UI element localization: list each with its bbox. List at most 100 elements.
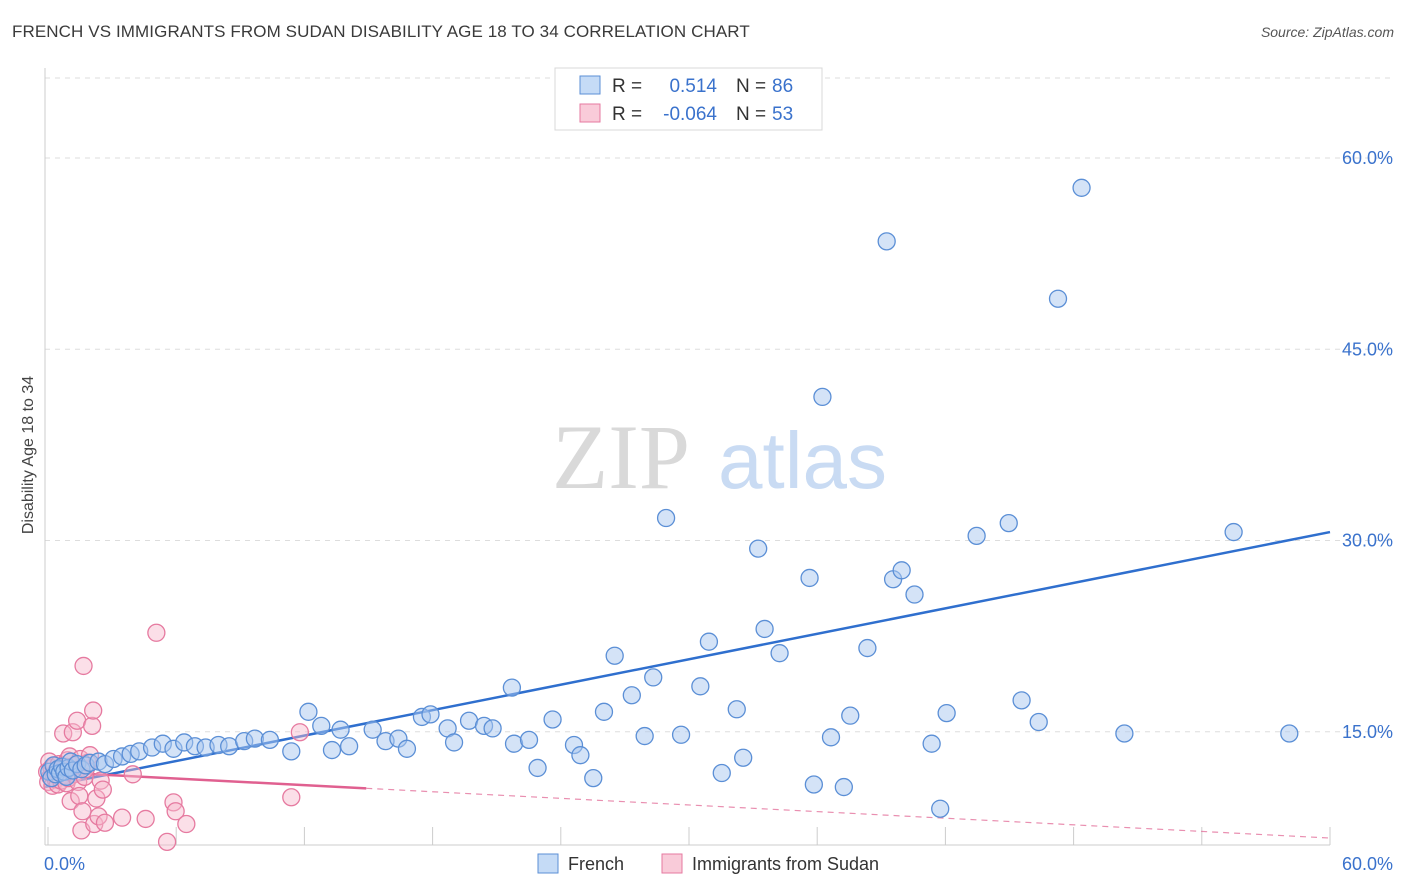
french-point-61 (635, 726, 654, 746)
french-point-32 (260, 730, 280, 750)
french-point-74 (804, 775, 824, 794)
legend-r-label-french: R = (612, 76, 642, 97)
french-point-76 (821, 728, 841, 747)
y-tick-label-0: 15.0% (1342, 722, 1393, 742)
sudan-point-15 (54, 724, 73, 743)
trend-line-sudan-dashed (366, 787, 1331, 839)
french-point-53 (528, 758, 547, 778)
french-point-80 (877, 232, 896, 251)
french-point-37 (331, 720, 350, 739)
legend-r-label-sudan: R = (612, 104, 642, 125)
french-point-87 (967, 526, 986, 546)
french-point-46 (444, 733, 464, 752)
french-point-66 (699, 632, 719, 651)
legend-n-label-french: N = (736, 76, 766, 97)
french-point-93 (1115, 724, 1134, 743)
sudan-point-44 (93, 780, 112, 799)
grid-lines (45, 77, 1390, 733)
french-point-84 (922, 734, 941, 753)
source-label: Source: ZipAtlas.com (1260, 24, 1394, 40)
sudan-point-52 (166, 802, 185, 821)
french-point-86 (937, 703, 956, 723)
french-point-94 (1224, 522, 1243, 542)
french-point-64 (671, 725, 691, 744)
french-point-57 (584, 768, 603, 788)
french-point-36 (322, 740, 342, 760)
french-point-51 (504, 734, 524, 753)
x-tick-label-max: 60.0% (1342, 854, 1393, 874)
french-point-70 (749, 539, 768, 558)
watermark-atlas: atlas (718, 416, 887, 505)
french-point-95 (1280, 724, 1299, 743)
y-tick-labels: 15.0% 30.0% 45.0% 60.0% (1342, 148, 1393, 742)
french-point-72 (770, 644, 789, 663)
x-tick-labels: 0.0% 60.0% (44, 854, 1393, 874)
y-tick-label-3: 60.0% (1342, 148, 1393, 168)
french-point-38 (339, 737, 359, 756)
axes (44, 68, 1331, 846)
sudan-point-45 (95, 813, 115, 832)
french-point-73 (800, 568, 819, 588)
french-point-90 (1029, 712, 1048, 732)
french-point-59 (605, 646, 624, 665)
french-point-39 (363, 720, 382, 739)
trend-line-sudan (44, 770, 367, 790)
legend-r-value-sudan: -0.064 (663, 104, 717, 125)
sudan-point-54 (282, 788, 301, 807)
series-legend: French Immigrants from Sudan (537, 853, 879, 874)
sudan-point-38 (82, 716, 102, 735)
sudan-point-53 (177, 814, 196, 834)
bottom-legend-label-sudan: Immigrants from Sudan (692, 854, 879, 874)
sudan-point-46 (112, 808, 132, 827)
sudan-point-39 (84, 701, 103, 720)
french-point-58 (594, 702, 614, 721)
sudan-point-55 (290, 723, 310, 742)
french-point-63 (656, 508, 676, 528)
french-point-62 (644, 668, 663, 687)
legend-n-value-sudan: 53 (772, 104, 793, 125)
french-point-56 (571, 746, 590, 765)
french-point-92 (1072, 178, 1091, 197)
y-tick-label-1: 30.0% (1342, 531, 1393, 551)
french-point-77 (834, 777, 853, 797)
watermark-zip: ZIP (552, 406, 690, 508)
legend-n-value-french: 86 (772, 76, 793, 97)
legend-swatch-french (579, 75, 601, 95)
french-point-75 (813, 387, 832, 407)
french-point-91 (1048, 289, 1068, 308)
x-tick-label-min: 0.0% (44, 854, 85, 874)
y-axis-label: Disability Age 18 to 34 (20, 376, 37, 534)
french-point-85 (931, 799, 950, 818)
sudan-point-48 (136, 809, 155, 829)
french-point-69 (734, 748, 753, 767)
bottom-legend-swatch-sudan (661, 853, 683, 874)
french-point-54 (543, 710, 562, 729)
french-point-67 (712, 763, 731, 783)
bottom-legend-label-french: French (568, 854, 624, 874)
chart-title: FRENCH VS IMMIGRANTS FROM SUDAN DISABILI… (12, 22, 750, 41)
french-point-44 (421, 705, 440, 724)
french-point-89 (1012, 691, 1031, 710)
sudan-point-41 (87, 789, 106, 808)
bottom-legend-swatch-french (537, 853, 559, 874)
french-point-71 (755, 619, 774, 639)
french-point-88 (999, 513, 1018, 533)
french-point-83 (905, 585, 924, 604)
french-point-33 (282, 742, 301, 761)
french-point-42 (397, 739, 417, 758)
stats-legend: R = 0.514 N = 86 R = -0.064 N = 53 (554, 67, 823, 131)
sudan-point-22 (61, 791, 80, 811)
sudan-point-29 (70, 786, 89, 806)
sudan-point-24 (63, 723, 82, 742)
french-point-82 (892, 561, 911, 580)
sudan-point-47 (123, 765, 142, 784)
y-tick-label-2: 45.0% (1342, 339, 1393, 359)
french-point-60 (622, 686, 641, 705)
sudan-point-49 (147, 623, 166, 642)
sudan-point-33 (74, 656, 93, 676)
trend-lines (44, 530, 1331, 839)
french-point-68 (727, 700, 746, 719)
legend-swatch-sudan (579, 103, 601, 123)
french-point-50 (502, 678, 522, 697)
